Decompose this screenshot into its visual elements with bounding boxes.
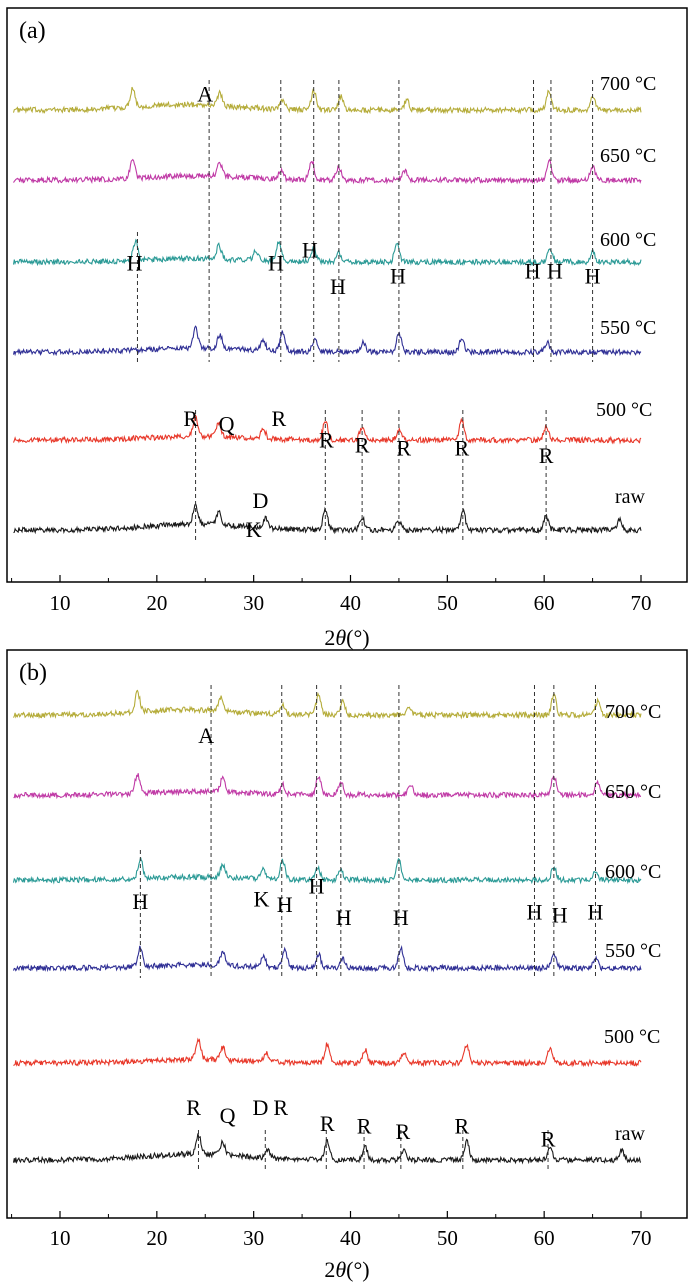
series-label-700-c: 700 °C [605,701,661,723]
phase-annotation: Q [219,412,235,437]
phase-annotation: K [253,886,269,911]
phase-annotation: R [271,406,286,431]
series-line-500-c [13,1037,642,1068]
phase-annotation: R [183,406,198,431]
x-tick-label: 60 [534,1226,555,1250]
phase-annotation: R [273,1095,288,1120]
series-label-650-c: 650 °C [600,145,656,167]
phase-annotation: H [302,237,318,262]
phase-annotation: H [547,258,563,283]
phase-annotation: Q [220,1103,236,1128]
x-tick-label: 20 [146,1226,167,1250]
x-tick-label: 40 [340,1226,361,1250]
phase-annotation: D [252,488,268,513]
plot-frame [6,649,688,1219]
phase-annotation: H [268,250,284,275]
x-tick-label: 60 [534,591,555,615]
phase-annotation: H [552,902,568,927]
series-line-600-c [12,857,642,885]
x-tick-label: 10 [50,1226,71,1250]
x-tick-label: 20 [146,591,167,615]
phase-annotation: R [320,1111,335,1136]
phase-annotation: H [525,258,541,283]
series-label-600-c: 600 °C [600,229,656,251]
phase-annotation: R [541,1127,556,1152]
panel-a: (a) 10 20 30 40 50 60 70 2θ(°) 700 °C 650 °C 600 °C… [6,7,688,650]
phase-annotation: H [527,900,543,925]
phase-annotation: A [198,723,214,748]
phase-annotation: H [588,900,604,925]
phase-annotation: R [455,1114,470,1139]
series-line-raw [13,502,642,535]
x-tick-label: 50 [437,591,458,615]
series-line-700-c [12,86,642,115]
series-label-550-c: 550 °C [600,317,656,339]
phase-annotation: R [455,435,470,460]
series-line-650-c [13,773,642,800]
phase-annotation: R [355,433,370,458]
series-line-550-c [12,945,642,973]
phase-annotation: D [252,1095,268,1120]
panel-label: (b) [19,660,47,686]
x-tick-label: 30 [243,1226,264,1250]
phase-annotation: A [197,82,213,107]
phase-annotation: R [539,443,554,468]
series-label-raw: raw [615,486,646,508]
series-label-700-c: 700 °C [600,73,656,95]
x-tick-label: 70 [631,1226,652,1250]
phase-annotation: H [309,873,325,898]
plot-frame [6,7,688,583]
phase-annotation: H [585,264,601,289]
series-line-700-c [13,689,642,720]
phase-annotation: H [277,892,293,917]
series-label-raw: raw [615,1123,646,1145]
panel-b: (b) 10 20 30 40 50 60 70 2θ(°) 700 °C 650 °C 600 °C… [6,649,688,1282]
phase-annotation: R [319,427,334,452]
phase-annotation: H [336,905,352,930]
x-axis-label: 2θ(°) [324,625,369,650]
series-line-600-c [12,238,642,267]
phase-annotation: R [396,435,411,460]
series-label-650-c: 650 °C [605,781,661,803]
phase-annotation: H [390,264,406,289]
x-tick-label: 40 [340,591,361,615]
x-tick-label: 10 [50,591,71,615]
x-tick-label: 70 [631,591,652,615]
series-label-500-c: 500 °C [604,1026,660,1048]
x-tick-label: 30 [243,591,264,615]
series-line-500-c [12,414,642,445]
phase-annotation: H [330,274,346,299]
phase-annotation: K [246,517,262,542]
series-line-650-c [13,158,642,185]
phase-annotation: H [127,250,143,275]
series-line-550-c [12,325,642,357]
series-label-600-c: 600 °C [605,861,661,883]
panel-label: (a) [19,18,46,44]
series-label-500-c: 500 °C [596,399,652,421]
x-axis-label: 2θ(°) [324,1257,369,1282]
x-tick-label: 50 [437,1226,458,1250]
series-line-raw [12,1133,642,1165]
phase-annotation: R [186,1095,201,1120]
phase-annotation: H [393,905,409,930]
phase-annotation: R [357,1114,372,1139]
series-label-550-c: 550 °C [605,940,661,962]
phase-annotation: H [132,889,148,914]
phase-annotation: R [395,1119,410,1144]
